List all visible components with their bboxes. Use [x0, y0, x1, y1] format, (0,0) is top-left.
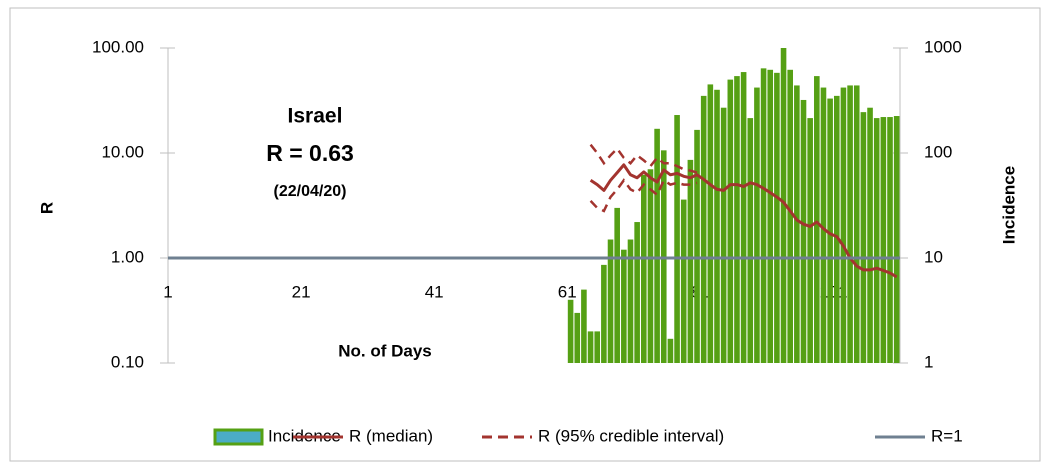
bar	[887, 117, 893, 363]
bar	[840, 87, 847, 363]
bar	[767, 69, 774, 363]
y2-tick-label: 100	[924, 142, 952, 161]
y2-axis-title: Incidence	[999, 166, 1018, 244]
x-axis-title: No. of Days	[338, 341, 432, 360]
bar	[774, 72, 780, 363]
bar	[627, 239, 634, 363]
annotation: (22/04/20)	[274, 183, 347, 200]
bar	[747, 118, 754, 363]
bar	[720, 107, 727, 363]
bar	[607, 239, 614, 363]
y-axis-title: R	[37, 202, 56, 214]
y-tick-label: 0.10	[111, 352, 144, 371]
bar	[587, 331, 594, 363]
x-tick-label: 81	[691, 282, 710, 301]
bar	[827, 98, 833, 364]
bar	[787, 69, 793, 363]
bar	[614, 207, 620, 363]
bar	[641, 174, 647, 363]
bar	[687, 159, 694, 363]
bar	[594, 331, 601, 363]
y-tick-label: 100.00	[92, 37, 144, 56]
interval-lower	[589, 178, 698, 213]
y2-tick-label: 1000	[924, 37, 962, 56]
bar	[853, 85, 860, 363]
bar	[873, 118, 880, 363]
y-tick-label: 10.00	[101, 142, 144, 161]
bar	[707, 84, 714, 363]
bar	[601, 264, 607, 363]
y-tick-label: 1.00	[111, 247, 144, 266]
annotation: Israel	[288, 105, 343, 128]
bar	[581, 289, 587, 363]
bar	[680, 199, 687, 363]
bar	[867, 107, 873, 363]
legend-label: R=1	[931, 426, 963, 445]
bar	[727, 79, 734, 363]
bar	[780, 48, 787, 363]
bar	[647, 169, 654, 363]
bar	[674, 115, 680, 363]
bar	[574, 312, 581, 363]
bar	[760, 68, 767, 363]
bar	[667, 338, 674, 363]
bar	[740, 72, 747, 363]
bar	[734, 76, 740, 363]
legend-swatch	[213, 428, 264, 446]
bar	[700, 95, 707, 363]
bar	[621, 249, 627, 363]
x-tick-label: 61	[558, 282, 577, 301]
legend-label: R (95% credible interval)	[538, 426, 724, 445]
legend-label: R (median)	[349, 426, 433, 445]
x-tick-label: 101	[819, 282, 847, 301]
bar	[814, 76, 820, 363]
bar	[567, 299, 574, 363]
bar	[714, 89, 720, 364]
bar	[893, 116, 900, 363]
bar	[833, 95, 840, 363]
r-median-line	[589, 163, 898, 279]
bar	[754, 87, 760, 363]
y2-tick-label: 10	[924, 247, 943, 266]
bar	[860, 112, 867, 363]
x-tick-label: 41	[425, 282, 444, 301]
x-tick-label: 21	[292, 282, 311, 301]
bar	[654, 128, 660, 363]
interval-upper	[589, 143, 698, 174]
bar	[794, 85, 800, 363]
bar	[634, 222, 640, 363]
x-tick-label: 1	[163, 282, 172, 301]
bar	[694, 129, 700, 363]
bar	[880, 117, 887, 363]
bar	[807, 118, 813, 363]
annotation: R = 0.63	[266, 140, 354, 166]
bar	[820, 87, 827, 363]
y2-tick-label: 1	[924, 352, 933, 371]
bar	[847, 85, 853, 363]
bar	[800, 99, 807, 363]
